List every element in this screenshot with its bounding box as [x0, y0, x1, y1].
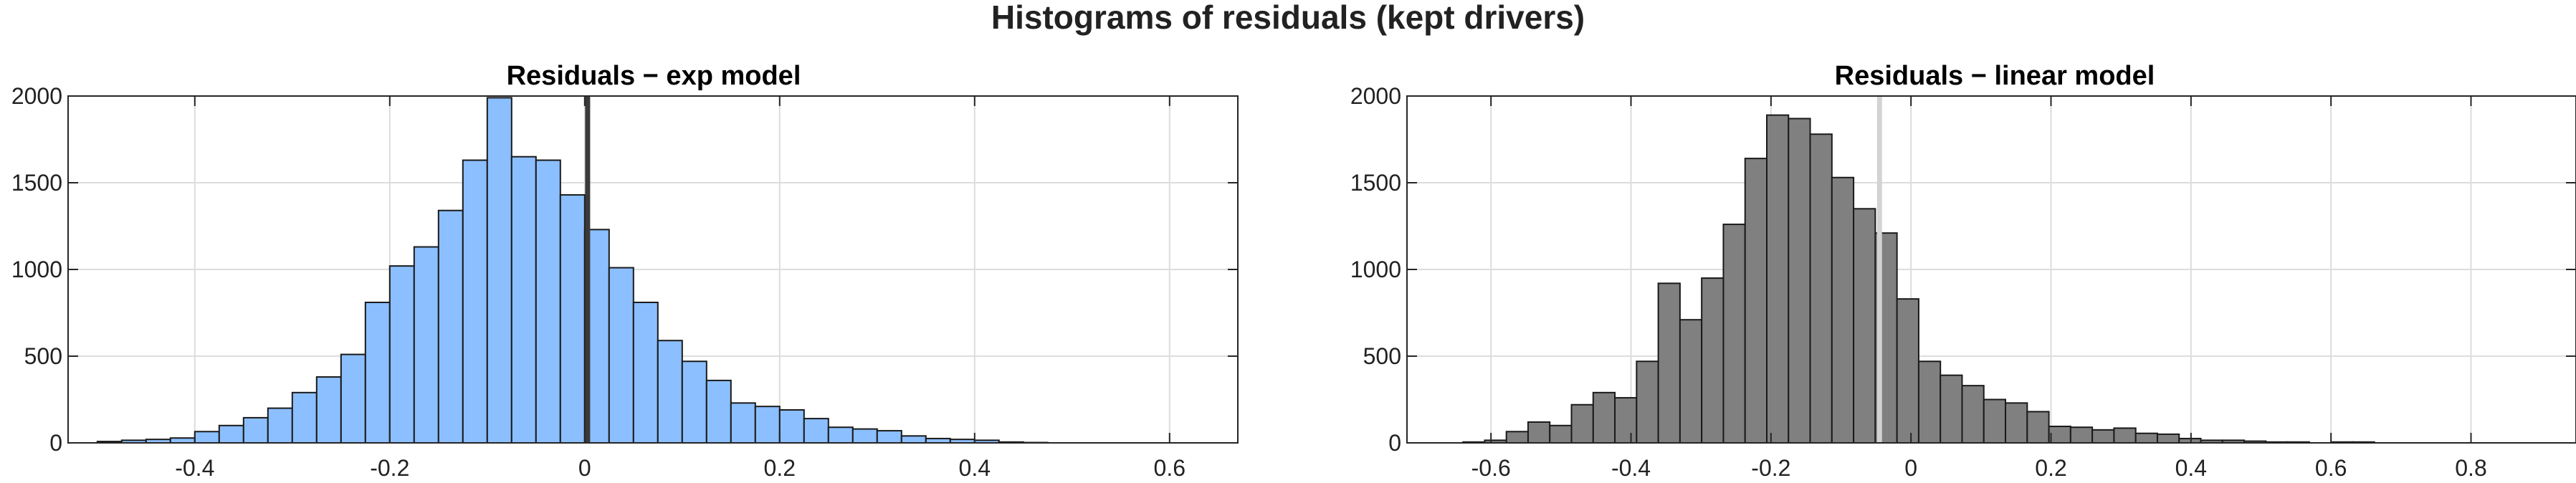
- exp-histogram-bar: [242, 416, 269, 444]
- exp-y-tick-label: 500: [24, 343, 62, 369]
- linear-x-tick-label: 0.4: [2175, 455, 2207, 481]
- linear-histogram-bar: [1917, 360, 1942, 444]
- linear-histogram-bar: [2005, 402, 2028, 444]
- exp-histogram-bar: [778, 409, 805, 444]
- exp-histogram-bar: [462, 159, 488, 444]
- linear-x-tick-label: -0.4: [1611, 455, 1651, 481]
- exp-histogram-bar: [194, 431, 220, 444]
- exp-y-tick-label: 2000: [11, 83, 62, 109]
- exp-histogram-bar: [535, 159, 561, 444]
- exp-histogram-bar: [632, 301, 659, 444]
- linear-histogram-bar: [1831, 176, 1855, 444]
- exp-histogram-bar: [291, 391, 318, 444]
- linear-y-tick-label: 2000: [1350, 83, 1401, 109]
- linear-histogram-bar: [1636, 360, 1659, 444]
- linear-x-tick-label: 0.2: [2035, 455, 2066, 481]
- linear-histogram-bar: [1505, 431, 1529, 444]
- linear-y-tick-label: 0: [1388, 430, 1401, 456]
- linear-histogram-bar: [1765, 114, 1790, 444]
- exp-histogram-bar: [705, 379, 732, 444]
- exp-y-tick-label: 1500: [11, 170, 62, 196]
- figure-suptitle: Histograms of residuals (kept drivers): [991, 0, 1585, 36]
- exp-histogram-bar: [608, 267, 634, 444]
- linear-histogram-bar: [1614, 397, 1638, 444]
- linear-histogram-bar: [2113, 427, 2137, 444]
- exp-histogram-bar: [486, 97, 512, 444]
- linear-histogram-bar: [2069, 426, 2094, 444]
- exp-x-tick-label: 0.2: [764, 455, 796, 481]
- exp-histogram-bar: [900, 435, 927, 444]
- exp-histogram-bar: [754, 406, 781, 444]
- linear-histogram-bar: [1722, 224, 1746, 444]
- exp-model-title: Residuals − exp model: [507, 61, 801, 91]
- exp-histogram-bar: [876, 430, 902, 444]
- exp-histogram-bar: [364, 301, 391, 444]
- linear-histogram-bar: [2156, 433, 2180, 444]
- linear-histogram-bar: [1570, 403, 1594, 444]
- exp-x-tick-label: -0.4: [175, 455, 214, 481]
- exp-y-tick-label: 0: [49, 430, 62, 456]
- linear-histogram-bar: [1679, 319, 1703, 444]
- linear-histogram-bar: [1592, 391, 1616, 444]
- exp-x-tick-label: -0.2: [370, 455, 409, 481]
- exp-histogram-bar: [510, 156, 537, 444]
- exp-x-tick-label: 0.6: [1154, 455, 1186, 481]
- exp-histogram-bar: [413, 246, 439, 444]
- exp-x-tick-label: 0.4: [959, 455, 991, 481]
- linear-histogram-bar: [1853, 208, 1876, 444]
- linear-histogram-bar: [1809, 133, 1833, 444]
- linear-histogram-bar: [1744, 158, 1768, 444]
- exp-histogram-bar: [315, 376, 342, 444]
- linear-model-title: Residuals − linear model: [1835, 61, 2155, 91]
- linear-histogram-bar: [1527, 421, 1551, 444]
- linear-histogram-bar: [1701, 277, 1725, 444]
- linear-histogram-bar: [1940, 374, 1963, 444]
- exp-histogram-bar: [267, 407, 293, 444]
- exp-histogram-bar: [340, 353, 366, 444]
- exp-histogram-bar: [559, 193, 586, 444]
- linear-histogram-bar: [2048, 426, 2071, 444]
- linear-y-tick-label: 1500: [1350, 170, 1401, 196]
- linear-x-tick-label: 0: [1904, 455, 1917, 481]
- exp-histogram-bar: [437, 209, 464, 444]
- linear-histogram-bar: [1657, 282, 1681, 444]
- linear-histogram-bar: [2091, 429, 2115, 444]
- exp-histogram-bar: [657, 340, 683, 444]
- linear-x-tick-label: -0.6: [1471, 455, 1511, 481]
- exp-histogram-bar: [169, 437, 196, 444]
- exp-histogram-bar: [218, 424, 244, 444]
- linear-y-tick-label: 500: [1363, 343, 1401, 369]
- exp-y-tick-label: 1000: [11, 257, 62, 282]
- exp-histogram-bar: [388, 265, 415, 444]
- linear-histogram-bar: [2134, 432, 2158, 444]
- exp-model-panel: Residuals − exp model -0.4 -0.2 0 0.2 0.4 0.6…: [11, 61, 1239, 481]
- linear-y-tick-label: 1000: [1350, 257, 1401, 282]
- linear-histogram-bar: [1788, 118, 1811, 444]
- linear-histogram-bar: [1549, 424, 1573, 444]
- exp-histogram-bar: [730, 402, 756, 444]
- exp-x-tick-label: 0: [578, 455, 591, 481]
- linear-histogram-bar: [1983, 398, 2007, 444]
- linear-x-tick-label: -0.2: [1751, 455, 1790, 481]
- exp-histogram-bar: [827, 426, 854, 444]
- exp-histogram-bar: [803, 418, 829, 444]
- linear-model-panel: Residuals − linear model -0.6 -0.4 -0.2 0 0.…: [1350, 61, 2576, 481]
- exp-histogram-bar: [681, 360, 707, 444]
- linear-histogram-bar: [2026, 411, 2050, 444]
- linear-histogram-bar: [1896, 298, 1919, 444]
- linear-x-tick-label: 0.8: [2455, 455, 2486, 481]
- linear-histogram-bar: [1961, 385, 1985, 444]
- exp-histogram-bar: [851, 428, 878, 444]
- linear-x-tick-label: 0.6: [2315, 455, 2347, 481]
